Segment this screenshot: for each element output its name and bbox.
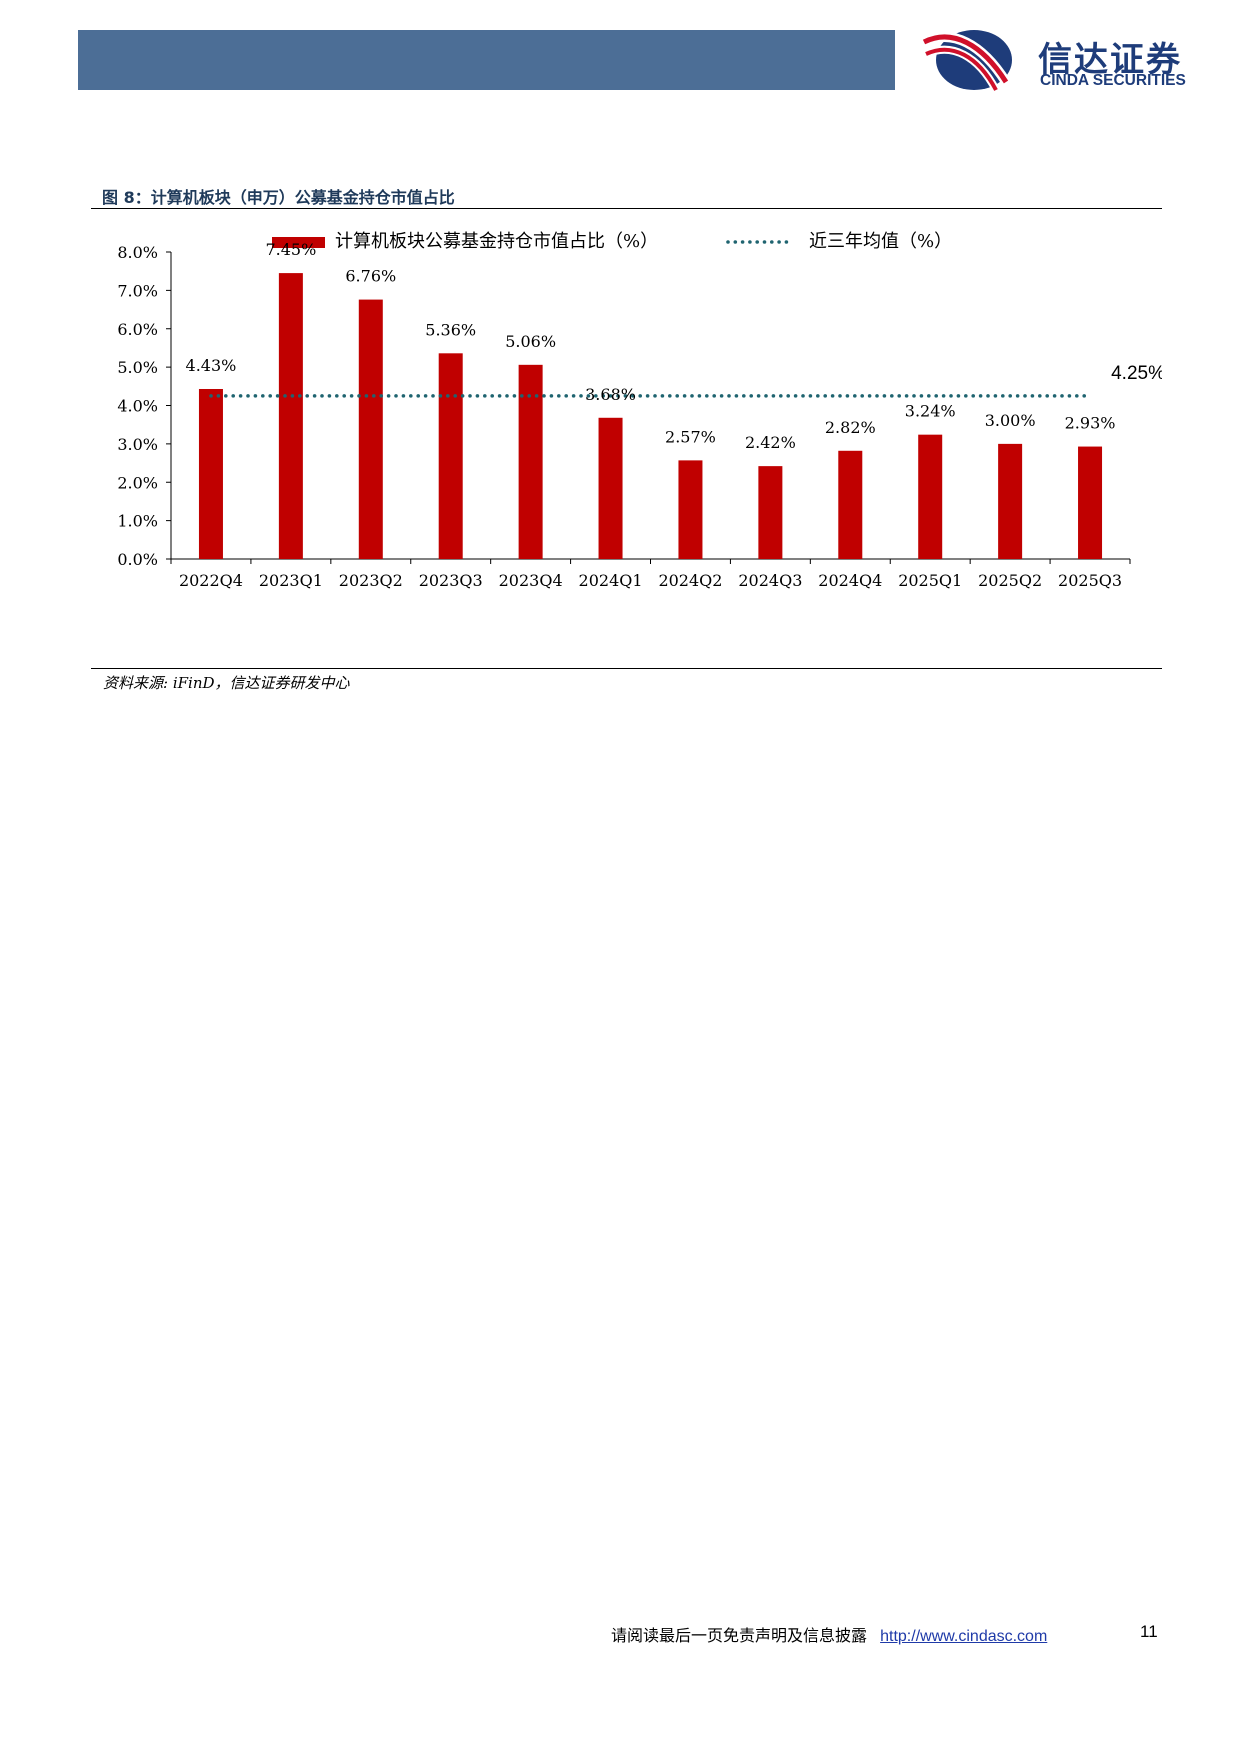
x-tick-label: 2025Q1 [898,571,962,590]
website-link[interactable]: http://www.cindasc.com [880,1628,1048,1645]
bar-data-label: 3.00% [985,411,1036,430]
x-axis-ticks: 2022Q4 2023Q1 2023Q2 2023Q3 2023Q4 2024Q1 2024… [170,559,1131,590]
bar-data-label: 2.93% [1065,414,1116,433]
legend-dot [740,240,745,244]
legend-line-swatch [726,240,789,244]
bar [278,273,303,559]
company-logo: 信达证券 CINDA SECURITIES [922,24,1222,96]
bar [998,443,1023,559]
bar [678,460,703,559]
y-tick-label: 8.0% [117,243,158,262]
bar-data-label: 2.42% [745,433,796,452]
bar [838,450,863,559]
legend-dot [762,240,767,244]
legend-line-label: 近三年均值（%） [809,231,952,252]
bar-data-label: 5.36% [425,320,476,339]
bar-data-label: 2.82% [825,418,876,437]
y-tick-label: 6.0% [117,320,158,339]
x-tick-label: 2024Q4 [818,571,882,590]
bar [438,353,463,559]
average-line: 4.25% [209,363,1162,398]
bar-chart: 计算机板块公募基金持仓市值占比（%） 近三年均值（%） 0.0% 1.0% 2.0%… [117,231,1162,590]
page-number: 11 [1140,1622,1158,1641]
bar [198,388,223,559]
x-tick-label: 2024Q2 [658,571,722,590]
bar-data-label: 3.24% [905,402,956,421]
x-tick-label: 2023Q1 [259,571,323,590]
x-tick-label: 2023Q4 [499,571,563,590]
x-tick-label: 2025Q3 [1058,571,1122,590]
legend-dot [784,240,789,244]
cinda-logo-icon [922,30,1012,92]
bar [598,417,623,559]
title-underline [91,208,1162,209]
legend-dot [748,240,752,244]
y-tick-label: 2.0% [117,473,158,492]
header-bar [78,30,895,90]
bar-data-label: 5.06% [505,332,556,351]
legend-dot [755,240,759,244]
y-tick-label: 7.0% [117,281,158,300]
legend-bar-label: 计算机板块公募基金持仓市值占比（%） [335,231,658,252]
bar [518,364,543,559]
x-tick-label: 2024Q3 [738,571,802,590]
y-tick-label: 1.0% [117,512,158,531]
x-tick-label: 2023Q2 [339,571,403,590]
y-tick-label: 4.0% [117,397,158,416]
logo-english-text: CINDA SECURITIES [1040,72,1186,89]
bar-data-label: 2.57% [665,427,716,446]
legend-dot [733,240,738,244]
page-footer: 请阅读最后一页免责声明及信息披露 http://www.cindasc.com [611,1622,1047,1646]
y-tick-label: 0.0% [117,550,158,569]
y-axis-ticks: 0.0% 1.0% 2.0% 3.0% 4.0% 5.0% 6.0% 7.0% 8.0% [117,243,171,569]
legend-dot [777,240,781,244]
disclaimer-text: 请阅读最后一页免责声明及信息披露 [611,1626,868,1645]
source-note: 资料来源: iFinD，信达证券研发中心 [103,674,350,692]
y-tick-label: 5.0% [117,358,158,377]
chart-legend: 计算机板块公募基金持仓市值占比（%） 近三年均值（%） [272,231,952,252]
bar-data-label: 7.45% [265,240,316,259]
legend-bar-swatch [272,237,325,248]
bar-series [198,273,1103,559]
figure-title: 图 8：计算机板块（申万）公募基金持仓市值占比 [102,188,455,207]
logo-chinese-text: 信达证券 [1038,40,1182,80]
y-tick-label: 3.0% [117,435,158,454]
x-tick-label: 2023Q3 [419,571,483,590]
legend-dot [770,240,774,244]
bar-data-label: 3.68% [585,385,636,404]
legend-dot [726,240,730,244]
x-tick-label: 2024Q1 [579,571,643,590]
x-tick-label: 2022Q4 [179,571,243,590]
chart-bottom-rule [91,668,1162,669]
bar-data-label: 6.76% [345,267,396,286]
x-tick-label: 2025Q2 [978,571,1042,590]
bar [758,466,783,559]
data-labels: 4.43% 7.45% 6.76% 5.36% 5.06% 3.68% 2.57% 2.42%… [186,240,1116,452]
average-value-label: 4.25% [1111,363,1162,384]
bar [918,434,943,559]
bar-data-label: 4.43% [186,356,237,375]
bar [358,299,383,559]
bar [1078,446,1103,559]
